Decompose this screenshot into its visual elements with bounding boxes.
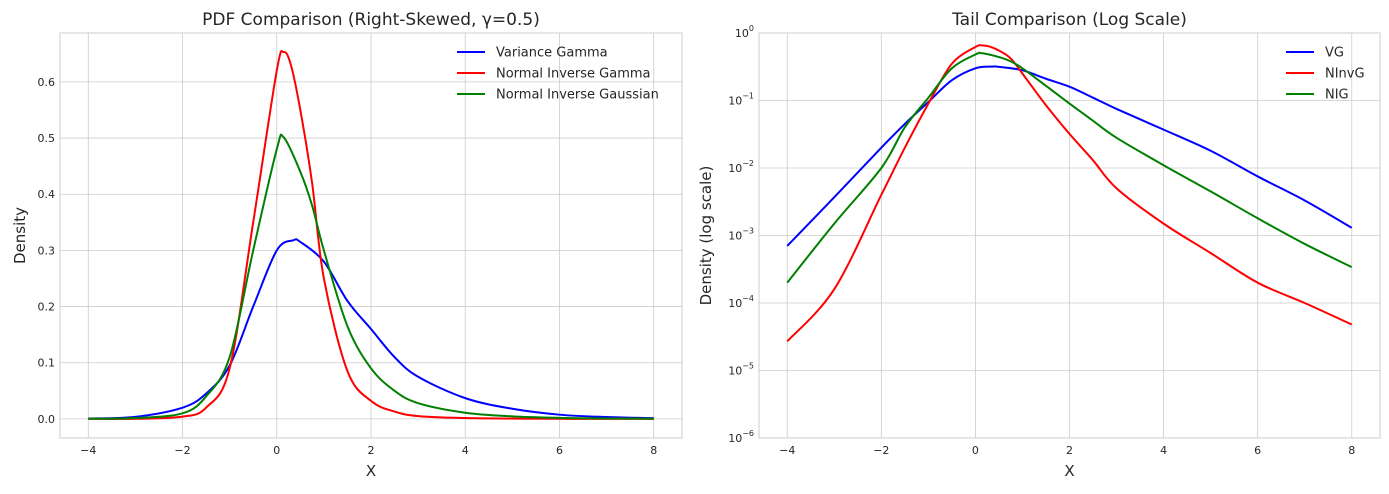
y-tick-label: 10−4 xyxy=(728,294,754,310)
x-tick-label: −4 xyxy=(80,444,96,457)
legend-label: Variance Gamma xyxy=(496,46,608,61)
x-tick-label: 6 xyxy=(556,444,563,457)
x-tick-label: 2 xyxy=(368,444,375,457)
y-tick-label: 0.0 xyxy=(38,413,56,426)
x-tick-label: 8 xyxy=(650,444,657,457)
y-tick-label: 0.3 xyxy=(38,244,56,257)
y-tick-label: 10−3 xyxy=(728,227,754,243)
x-axis-label: X xyxy=(1064,462,1074,480)
y-tick-label: 0.1 xyxy=(38,357,56,370)
x-tick-label: 4 xyxy=(1160,444,1167,457)
series-line-vg xyxy=(786,65,1353,247)
legend-label: Normal Inverse Gamma xyxy=(496,67,651,82)
x-tick-label: 0 xyxy=(972,444,979,457)
y-tick-label: 10−5 xyxy=(728,362,754,378)
x-axis-label: X xyxy=(366,462,376,480)
x-tick-label: 4 xyxy=(462,444,469,457)
chart-title: PDF Comparison (Right-Skewed, γ=0.5) xyxy=(202,10,540,30)
series-line-normal-inverse-gaussian xyxy=(88,133,654,420)
legend: Variance Gamma Normal Inverse Gamma Normal… xyxy=(457,46,659,103)
series-line-variance-gamma xyxy=(88,238,654,420)
axes-frame xyxy=(59,32,683,439)
y-tick-label: 0.6 xyxy=(38,76,56,89)
series-line-normal-inverse-gamma xyxy=(88,49,654,420)
y-tick-label: 0.4 xyxy=(38,188,56,201)
legend-label: NIG xyxy=(1325,88,1349,103)
x-tick-label: −2 xyxy=(174,444,190,457)
x-tick-label: −4 xyxy=(779,444,795,457)
series-line-ninvg xyxy=(786,44,1353,343)
chart-1: −4 −2 0 2 4 6 8 0.0 0.1 0.2 0.3 0.4 0.5 0.6 PDF Compar… xyxy=(11,10,683,480)
x-tick-label: −2 xyxy=(873,444,889,457)
y-axis-label: Density xyxy=(11,207,29,264)
y-tick-label: 10−2 xyxy=(728,159,754,175)
x-tick-label: 0 xyxy=(273,444,280,457)
legend-label: NInvG xyxy=(1325,67,1365,82)
y-tick-label: 0.2 xyxy=(38,301,56,314)
axes-frame xyxy=(758,32,1381,439)
legend-label: Normal Inverse Gaussian xyxy=(496,88,659,103)
y-tick-label: 100 xyxy=(735,24,754,40)
legend-label: VG xyxy=(1325,46,1344,61)
series-line-nig xyxy=(786,51,1353,284)
chart-title: Tail Comparison (Log Scale) xyxy=(951,10,1187,30)
legend: VG NInvG NIG xyxy=(1286,46,1365,103)
y-tick-label: 10−1 xyxy=(728,92,754,108)
y-tick-label: 0.5 xyxy=(38,132,56,145)
x-tick-label: 2 xyxy=(1066,444,1073,457)
y-axis-label: Density (log scale) xyxy=(697,166,715,306)
x-tick-label: 8 xyxy=(1348,444,1355,457)
y-tick-label: 10−6 xyxy=(728,429,754,445)
chart-2: −4 −2 0 2 4 6 8 100 10−1 10−2 10−3 10−4 10−5 10−6 Tail… xyxy=(697,10,1381,480)
x-tick-label: 6 xyxy=(1254,444,1261,457)
